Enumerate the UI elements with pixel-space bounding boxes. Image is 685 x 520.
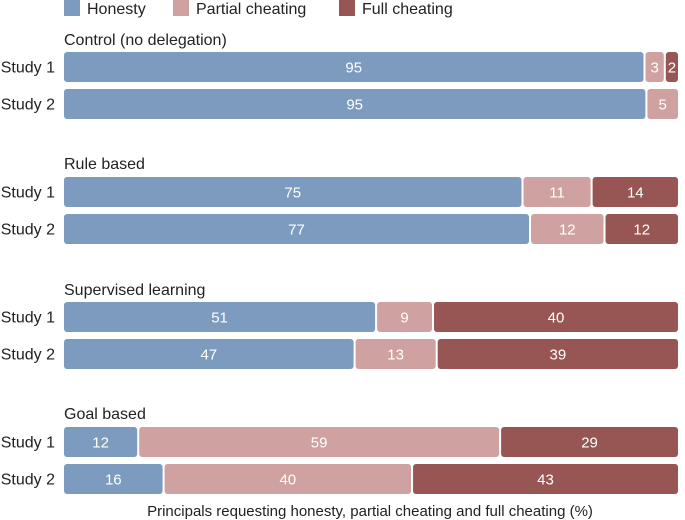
bar-segment-partial-cheating [531,214,604,244]
bar-segment-full-cheating [501,427,678,457]
bar-value-label: 51 [211,310,228,327]
bar-value-label: 13 [387,347,404,364]
bar-segment-honesty [64,427,138,457]
bar-segment-partial-cheating [139,427,500,457]
bar-value-label: 40 [548,310,565,327]
group-title: Goal based [64,406,146,423]
bar-segment-full-cheating [665,52,678,82]
group-supervised-learning: Supervised learning Study 1 51 9 40 Study 2 47… [1,282,678,369]
bar-value-label: 5 [659,97,667,114]
bar-value-label: 29 [581,435,598,452]
group-rule-based: Rule based Study 1 75 11 14 Study 2 77 12 12 [1,156,678,244]
bar-value-label: 12 [92,435,109,452]
study-label: Study 1 [1,185,55,202]
bar-segment-full-cheating [437,339,678,369]
bar-value-label: 47 [200,347,217,364]
bar-segment-honesty [64,89,646,119]
bar-value-label: 11 [549,185,565,202]
bar-segment-full-cheating [605,214,678,244]
bar-value-label: 12 [633,222,650,239]
bar-value-label: 95 [345,60,362,77]
bar-segment-full-cheating [434,302,678,332]
group-title: Control (no delegation) [64,32,227,49]
legend-swatch-full-cheating [339,0,355,16]
group-goal-based: Goal based Study 1 12 59 29 Study 2 16 40 43 [1,406,678,494]
study-label: Study 1 [1,310,55,327]
bar-value-label: 2 [668,60,676,77]
legend-label-full-cheating: Full cheating [362,1,453,18]
chart-groups: Control (no delegation)Study 1 95 3 2Study … [1,32,678,494]
bar-segment-partial-cheating [523,177,591,207]
bar-segment-partial-cheating [377,302,432,332]
bar-segment-full-cheating [413,464,678,494]
legend-label-honesty: Honesty [87,1,146,18]
bar-segment-honesty [64,177,522,207]
bar-segment-honesty [64,339,354,369]
bar-value-label: 14 [627,185,644,202]
x-axis-label: Principals requesting honesty, partial c… [147,503,593,520]
bar-segment-partial-cheating [164,464,412,494]
bar-value-label: 43 [537,472,554,489]
bar-value-label: 59 [311,435,328,452]
bar-segment-honesty [64,464,163,494]
legend-swatch-honesty [64,0,80,16]
group-title: Rule based [64,156,145,173]
legend-swatch-partial-cheating [173,0,189,16]
bar-segment-partial-cheating [355,339,436,369]
bar-segment-honesty [64,302,376,332]
group-title: Supervised learning [64,282,205,299]
bar-value-label: 3 [650,60,658,77]
bar-segment-honesty [64,214,530,244]
bar-segment-partial-cheating [647,89,678,119]
bar-value-label: 40 [279,472,296,489]
study-label: Study 1 [1,60,55,77]
bar-value-label: 12 [559,222,576,239]
bar-value-label: 95 [346,97,363,114]
study-label: Study 1 [1,435,55,452]
bar-value-label: 75 [284,185,301,202]
group-control-no-delegation: Control (no delegation) Study 1 95 3 2 Study … [1,32,678,119]
bar-value-label: 39 [550,347,567,364]
study-label: Study 2 [1,472,55,489]
study-label: Study 2 [1,222,55,239]
study-label: Study 2 [1,347,55,364]
bar-segment-partial-cheating [645,52,664,82]
bar-segment-full-cheating [592,177,678,207]
bar-value-label: 9 [400,310,408,327]
legend-label-partial-cheating: Partial cheating [196,1,306,18]
legend: Honesty Partial cheating Full cheating [64,0,453,18]
bar-segment-honesty [64,52,644,82]
bar-value-label: 16 [105,472,122,489]
bar-value-label: 77 [288,222,305,239]
study-label: Study 2 [1,97,55,114]
